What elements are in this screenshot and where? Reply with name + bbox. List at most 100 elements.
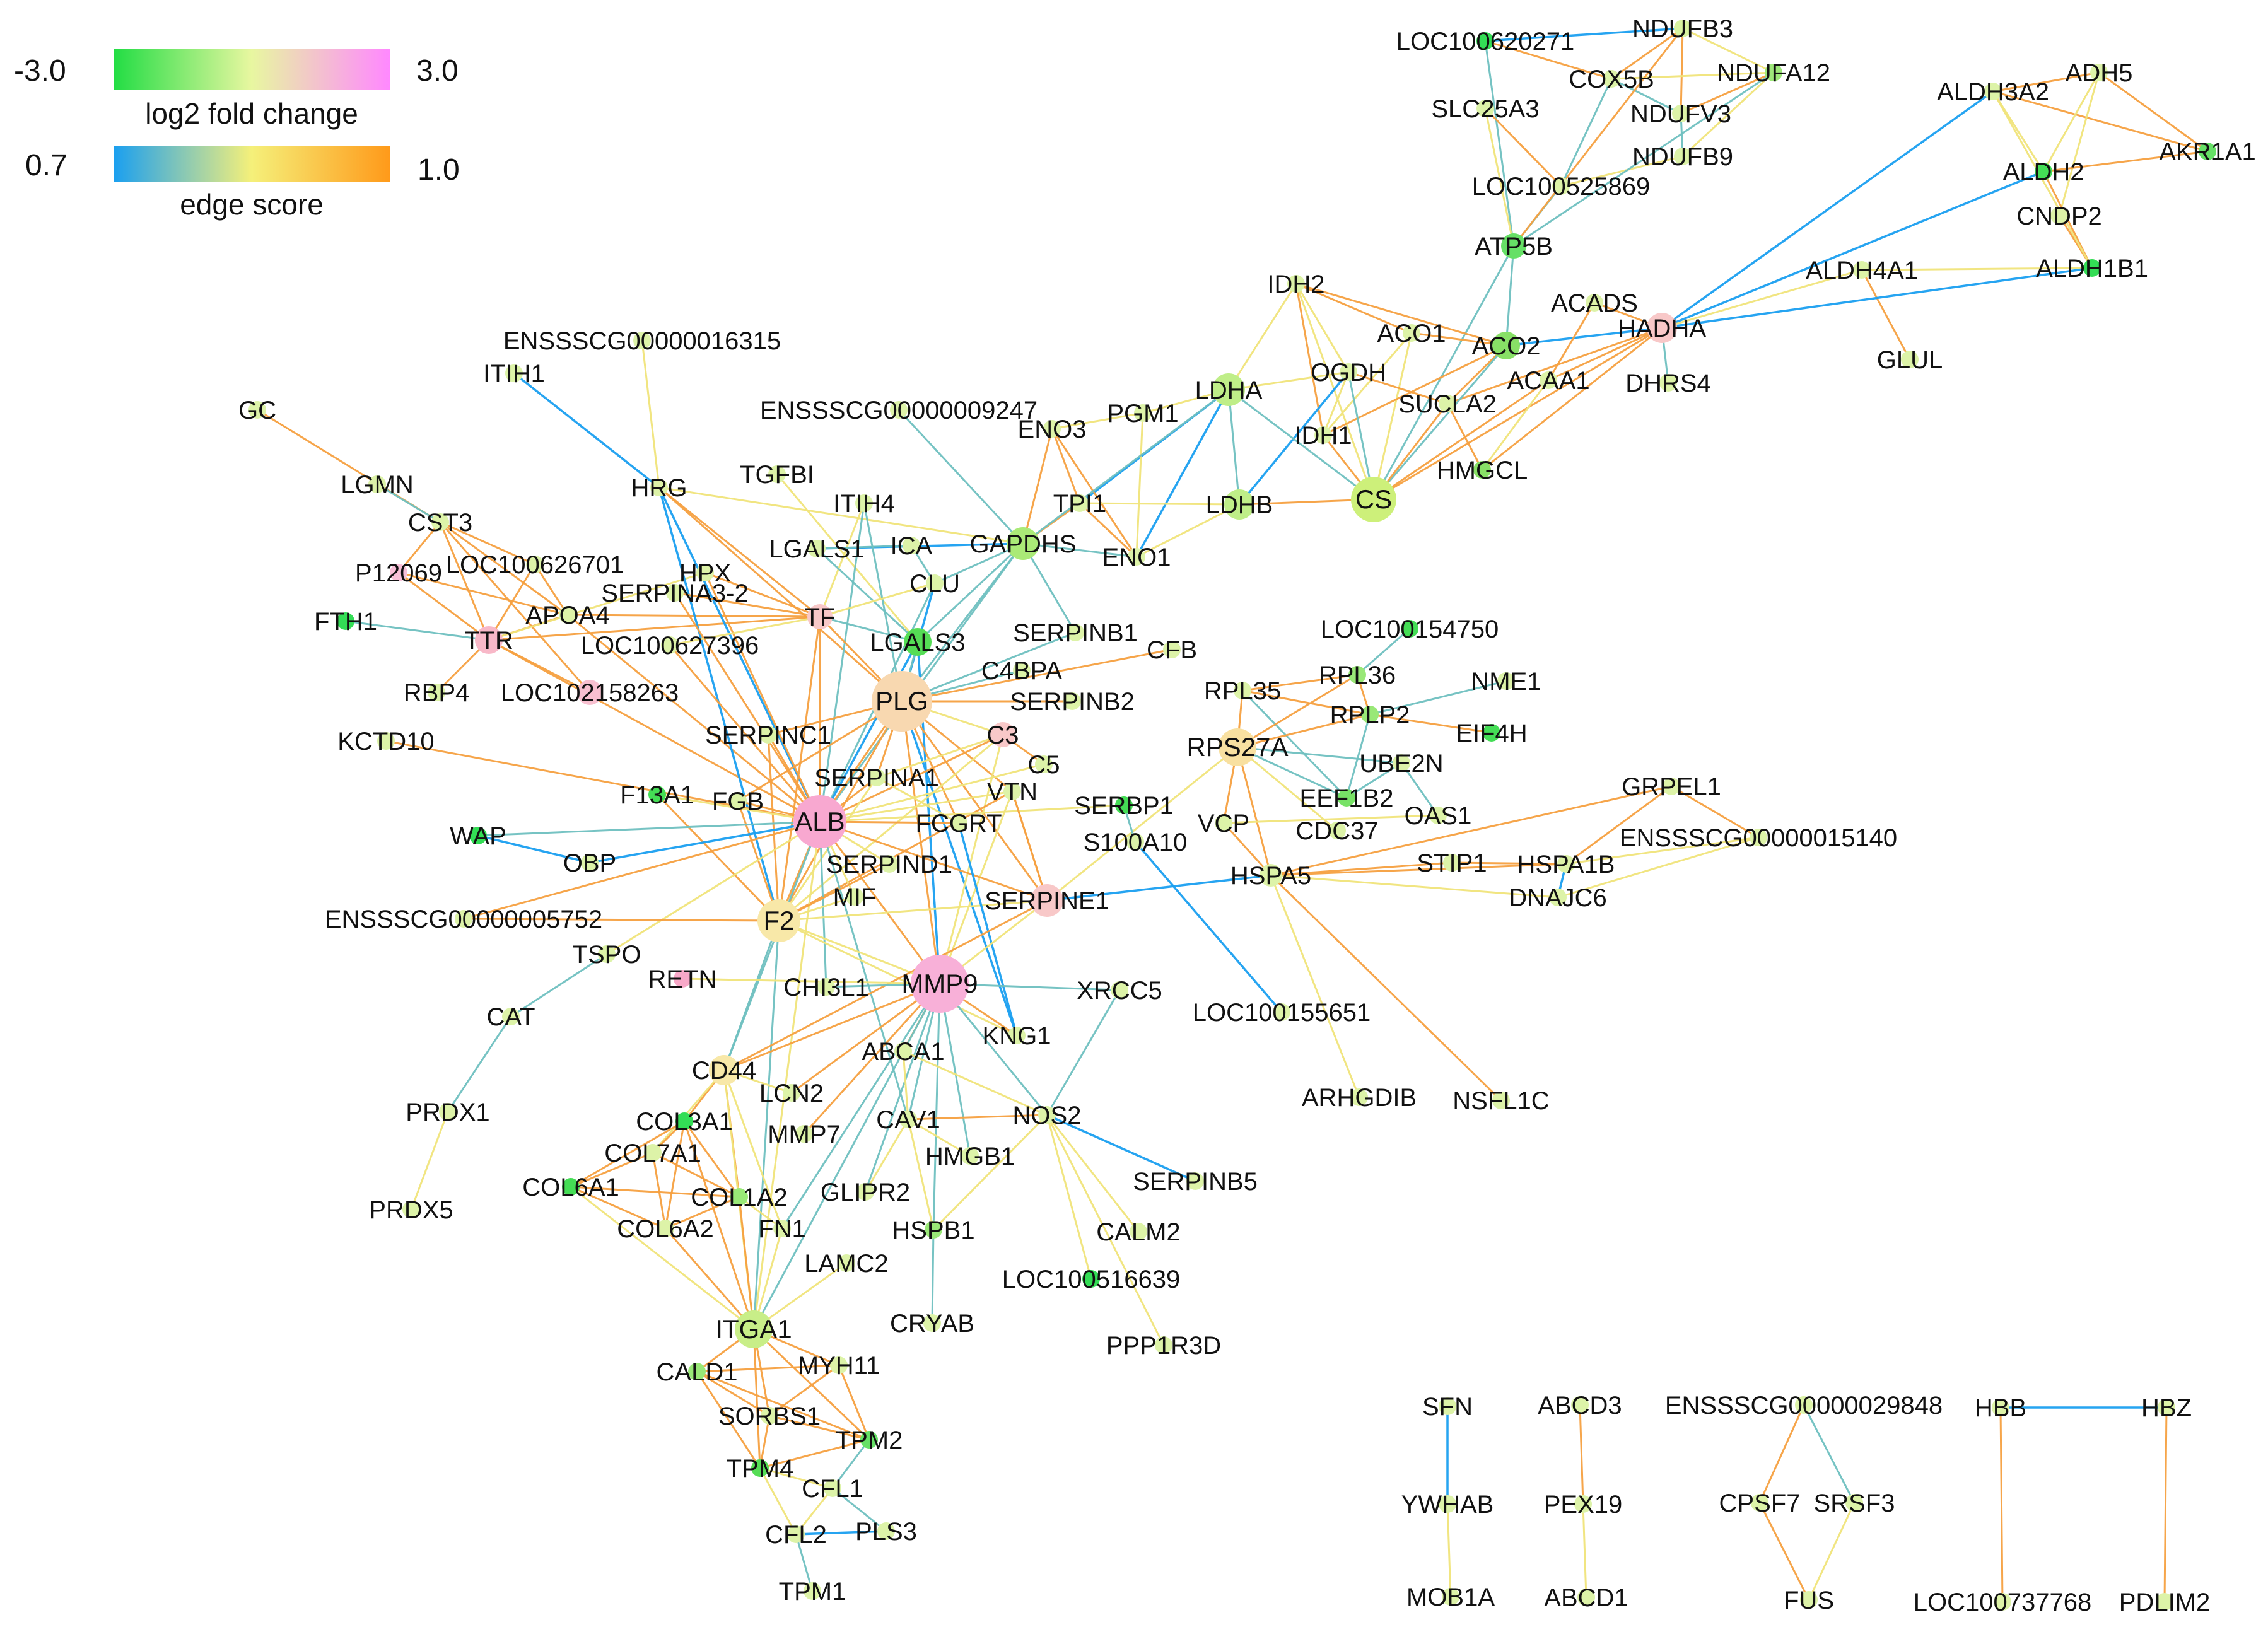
node-serpinc1[interactable]	[759, 726, 777, 744]
node-pgm1[interactable]	[1134, 404, 1152, 422]
node-slc25a3[interactable]	[1476, 100, 1494, 117]
node-rplp2[interactable]	[1361, 706, 1379, 723]
node-glul[interactable]	[1901, 351, 1919, 368]
node-lamc2[interactable]	[838, 1254, 855, 1272]
node-cd44[interactable]	[709, 1055, 739, 1085]
node-vcp[interactable]	[1215, 814, 1232, 832]
node-itih1[interactable]	[505, 364, 523, 382]
node-mob1a[interactable]	[1442, 1588, 1459, 1606]
node-adh5[interactable]	[2090, 64, 2108, 81]
node-itga1[interactable]	[735, 1310, 773, 1348]
node-enssscg00000005752[interactable]	[455, 910, 472, 928]
node-loc100620271[interactable]	[1476, 32, 1494, 50]
node-aldh2[interactable]	[2035, 163, 2052, 180]
node-atp5b[interactable]	[1501, 233, 1526, 259]
node-aco1[interactable]	[1403, 324, 1420, 342]
node-acaa1[interactable]	[1540, 371, 1557, 389]
node-ndufv3[interactable]	[1672, 105, 1690, 122]
node-loc100516639[interactable]	[1082, 1270, 1100, 1288]
node-col6a2[interactable]	[657, 1220, 674, 1237]
node-lgmn[interactable]	[368, 475, 386, 493]
node-glipr2[interactable]	[856, 1183, 874, 1201]
node-nos2[interactable]	[1038, 1106, 1056, 1124]
node-gc[interactable]	[248, 401, 266, 419]
node-grpel1[interactable]	[1663, 778, 1680, 795]
node-myh11[interactable]	[830, 1356, 848, 1374]
node-oas1[interactable]	[1429, 807, 1447, 824]
node-abcd1[interactable]	[1577, 1589, 1595, 1606]
node-cndp2[interactable]	[2050, 207, 2068, 225]
node-kng1[interactable]	[1008, 1027, 1026, 1044]
node-fth1[interactable]	[337, 612, 354, 630]
node-lgals1[interactable]	[808, 540, 826, 557]
node-xrcc5[interactable]	[1111, 981, 1128, 999]
node-cs[interactable]	[1351, 477, 1396, 522]
node-cfl2[interactable]	[787, 1525, 805, 1543]
node-abcd3[interactable]	[1571, 1396, 1589, 1414]
node-s100a10[interactable]	[1126, 833, 1144, 851]
node-fgb[interactable]	[729, 792, 747, 810]
node-tspo[interactable]	[598, 945, 616, 963]
node-mif[interactable]	[846, 888, 863, 906]
node-loc100525869[interactable]	[1552, 177, 1570, 195]
node-sucla2[interactable]	[1439, 395, 1456, 412]
node-aldh4a1[interactable]	[1853, 261, 1871, 279]
node-hspb1[interactable]	[925, 1221, 942, 1239]
node-hspa5[interactable]	[1260, 864, 1282, 887]
node-ndufb9[interactable]	[1674, 148, 1692, 165]
node-fcgrt[interactable]	[950, 814, 967, 832]
node-prdx5[interactable]	[402, 1201, 420, 1218]
node-idh2[interactable]	[1287, 275, 1305, 293]
node-cox5b[interactable]	[1603, 70, 1620, 88]
node-ldhb[interactable]	[1224, 489, 1254, 520]
node-f13a1[interactable]	[648, 786, 666, 803]
node-acads[interactable]	[1586, 294, 1603, 312]
node-vtn[interactable]	[1003, 783, 1021, 800]
node-hadha[interactable]	[1647, 313, 1677, 343]
node-serpind1[interactable]	[880, 855, 898, 873]
node-itih4[interactable]	[855, 494, 873, 512]
node-cfb[interactable]	[1163, 641, 1181, 658]
node-lcn2[interactable]	[783, 1084, 800, 1102]
node-loc100627396[interactable]	[661, 636, 679, 654]
node-hbb[interactable]	[1992, 1399, 2009, 1416]
node-ldha[interactable]	[1212, 373, 1245, 406]
node-ndufb3[interactable]	[1674, 20, 1692, 37]
node-apoa4[interactable]	[559, 606, 576, 624]
node-nsfl1c[interactable]	[1492, 1092, 1510, 1109]
node-akr1a1[interactable]	[2199, 143, 2216, 160]
node-ppp1r3d[interactable]	[1155, 1336, 1172, 1354]
node-enssscg00000016315[interactable]	[633, 332, 651, 349]
node-lgals3[interactable]	[904, 628, 932, 656]
node-dnajc6[interactable]	[1549, 889, 1567, 906]
node-wap[interactable]	[469, 827, 487, 844]
node-loc100155651[interactable]	[1273, 1003, 1290, 1021]
node-fn1[interactable]	[773, 1220, 791, 1237]
node-enssscg00000009247[interactable]	[890, 401, 908, 419]
node-cav1[interactable]	[899, 1111, 917, 1128]
node-serpinb2[interactable]	[1063, 692, 1081, 710]
node-serpina3-2[interactable]	[666, 584, 684, 602]
node-srsf3[interactable]	[1845, 1494, 1863, 1512]
node-serbp1[interactable]	[1115, 796, 1133, 814]
node-rpl35[interactable]	[1234, 682, 1251, 699]
node-rpl36[interactable]	[1348, 666, 1366, 684]
node-cryab[interactable]	[923, 1314, 941, 1332]
node-enssscg00000015140[interactable]	[1750, 829, 1767, 846]
node-col1a2[interactable]	[730, 1188, 748, 1206]
node-ywhab[interactable]	[1439, 1495, 1456, 1513]
node-eef1b2[interactable]	[1338, 789, 1355, 807]
node-c4bpa[interactable]	[1013, 662, 1031, 679]
node-rbp4[interactable]	[428, 684, 445, 701]
node-loc100154750[interactable]	[1401, 620, 1418, 638]
node-aco2[interactable]	[1492, 332, 1520, 359]
node-alb[interactable]	[793, 795, 846, 848]
node-ica[interactable]	[903, 537, 920, 554]
node-abca1[interactable]	[894, 1042, 912, 1060]
node-hspa1b[interactable]	[1557, 855, 1575, 873]
node-aldh1b1[interactable]	[2083, 259, 2101, 277]
node-enssscg00000029848[interactable]	[1795, 1396, 1813, 1414]
node-ttr[interactable]	[475, 626, 503, 654]
node-loc102158263[interactable]	[577, 680, 602, 705]
node-pls3[interactable]	[877, 1522, 895, 1540]
